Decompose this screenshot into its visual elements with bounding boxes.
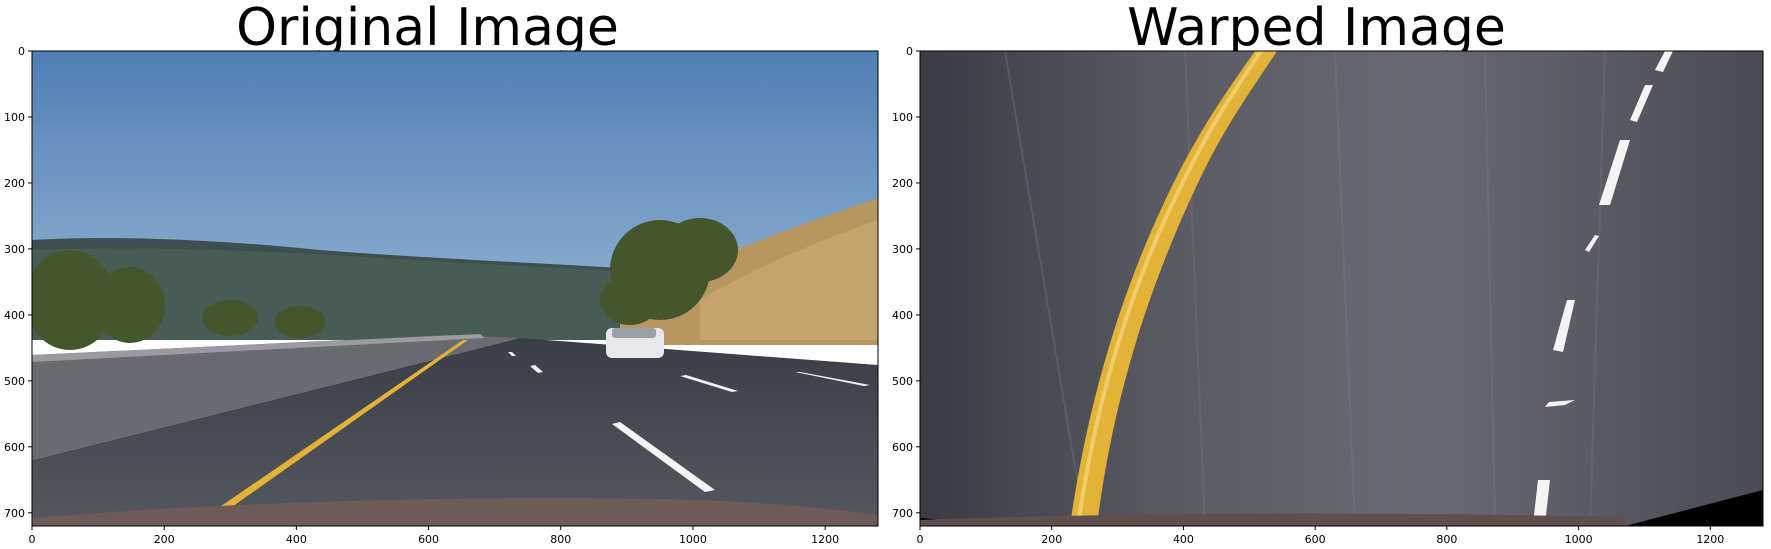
x-tick-label: 600: [1305, 533, 1326, 546]
warped-image-panel: Warped Image: [885, 0, 1770, 549]
x-tick-label: 1000: [1565, 533, 1593, 546]
x-tick-label: 200: [154, 533, 175, 546]
original-road-photo: [32, 51, 878, 526]
y-tick-label: 700: [4, 507, 25, 520]
original-image-axes: 0 200 400 600 800 1000 1200 0 100 200 300 400 500 600…: [4, 45, 839, 546]
x-tick-label: 1200: [1696, 533, 1724, 546]
x-tick-label: 1200: [811, 533, 839, 546]
original-image-panel: Original Image: [0, 0, 885, 549]
y-tick-label: 300: [892, 243, 913, 256]
x-tick-label: 1000: [679, 533, 707, 546]
y-tick-label: 400: [892, 309, 913, 322]
y-tick-label: 100: [4, 111, 25, 124]
y-tick-label: 600: [892, 441, 913, 454]
original-image-title: Original Image: [236, 0, 619, 58]
x-tick-label: 800: [1436, 533, 1457, 546]
x-tick-label: 600: [418, 533, 439, 546]
y-tick-label: 200: [4, 177, 25, 190]
y-tick-label: 0: [18, 45, 25, 58]
y-tick-label: 0: [906, 45, 913, 58]
x-tick-label: 400: [286, 533, 307, 546]
y-tick-label: 100: [892, 111, 913, 124]
warped-image-figure: 0 200 400 600 800 1000 1200 0 100 200 300 400 500 600…: [892, 45, 1764, 546]
y-tick-label: 300: [4, 243, 25, 256]
y-tick-label: 400: [4, 309, 25, 322]
warped-road-photo: [920, 51, 1763, 526]
x-tick-label: 0: [917, 533, 924, 546]
warped-image-axes: 0 200 400 600 800 1000 1200 0 100 200 300 400 500 600…: [892, 45, 1724, 546]
x-tick-label: 200: [1041, 533, 1062, 546]
x-tick-label: 800: [550, 533, 571, 546]
y-tick-label: 500: [892, 375, 913, 388]
original-image-figure: 0 200 400 600 800 1000 1200 0 100 200 300 400 500 600…: [4, 45, 879, 546]
y-tick-label: 600: [4, 441, 25, 454]
x-tick-label: 400: [1173, 533, 1194, 546]
y-tick-label: 700: [892, 507, 913, 520]
y-tick-label: 200: [892, 177, 913, 190]
warped-image-title: Warped Image: [1127, 0, 1506, 58]
y-tick-label: 500: [4, 375, 25, 388]
x-tick-label: 0: [29, 533, 36, 546]
